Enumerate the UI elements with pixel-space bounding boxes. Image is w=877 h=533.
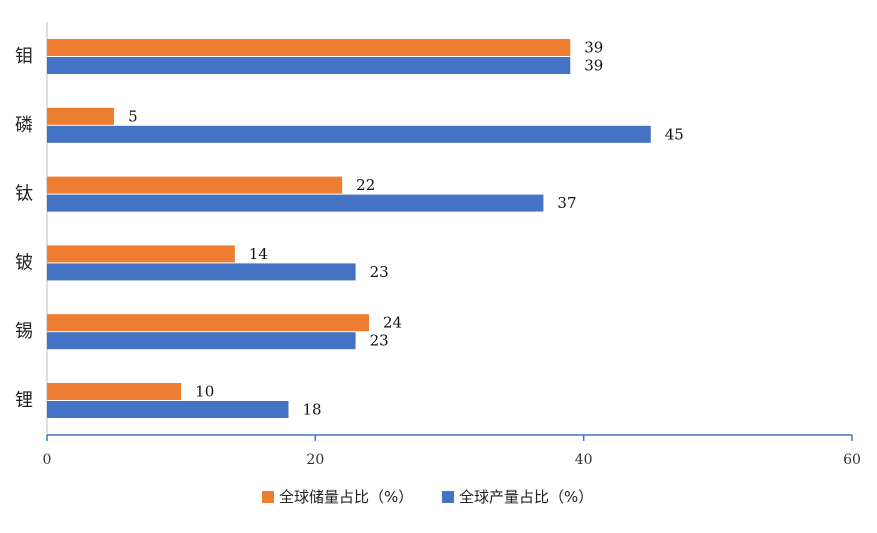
data-label-reserve-2: 22 xyxy=(356,176,375,194)
category-label-1: 磷 xyxy=(15,115,33,136)
legend-label-0: 全球储量占比（%） xyxy=(279,488,413,506)
data-label-reserve-5: 10 xyxy=(195,383,214,401)
bar-production-4 xyxy=(47,332,356,350)
bar-reserve-1 xyxy=(47,107,115,125)
category-label-3: 铍 xyxy=(15,252,33,273)
bar-reserve-3 xyxy=(47,245,235,263)
category-label-2: 钛 xyxy=(15,184,33,205)
bar-production-1 xyxy=(47,125,651,143)
data-label-production-3: 23 xyxy=(370,263,389,281)
bar-reserve-0 xyxy=(47,39,571,56)
data-label-reserve-4: 24 xyxy=(383,314,402,332)
bar-production-0 xyxy=(47,57,571,74)
data-label-reserve-0: 39 xyxy=(584,39,603,57)
data-label-production-1: 45 xyxy=(665,125,684,143)
data-label-production-4: 23 xyxy=(370,332,389,350)
bar-production-5 xyxy=(47,401,289,418)
bar-production-2 xyxy=(47,194,544,212)
bar-reserve-4 xyxy=(47,314,369,332)
legend-swatch-0 xyxy=(262,491,274,503)
data-label-production-2: 37 xyxy=(557,194,576,212)
x-tick-label-2: 40 xyxy=(575,452,593,468)
bar-reserve-5 xyxy=(47,383,182,400)
x-tick-label-3: 60 xyxy=(843,452,861,468)
category-label-0: 钼 xyxy=(15,46,33,67)
data-label-reserve-3: 14 xyxy=(249,245,268,263)
x-tick-label-1: 20 xyxy=(306,452,324,468)
legend-label-1: 全球产量占比（%） xyxy=(459,488,593,506)
data-label-production-5: 18 xyxy=(303,401,322,419)
data-label-production-0: 39 xyxy=(584,57,603,75)
category-label-5: 锂 xyxy=(15,390,33,411)
bar-production-3 xyxy=(47,263,356,281)
x-tick-label-0: 0 xyxy=(43,452,52,468)
bar-reserve-2 xyxy=(47,176,343,194)
legend-swatch-1 xyxy=(442,491,454,503)
data-label-reserve-1: 5 xyxy=(128,107,138,125)
category-label-4: 锡 xyxy=(15,321,33,342)
